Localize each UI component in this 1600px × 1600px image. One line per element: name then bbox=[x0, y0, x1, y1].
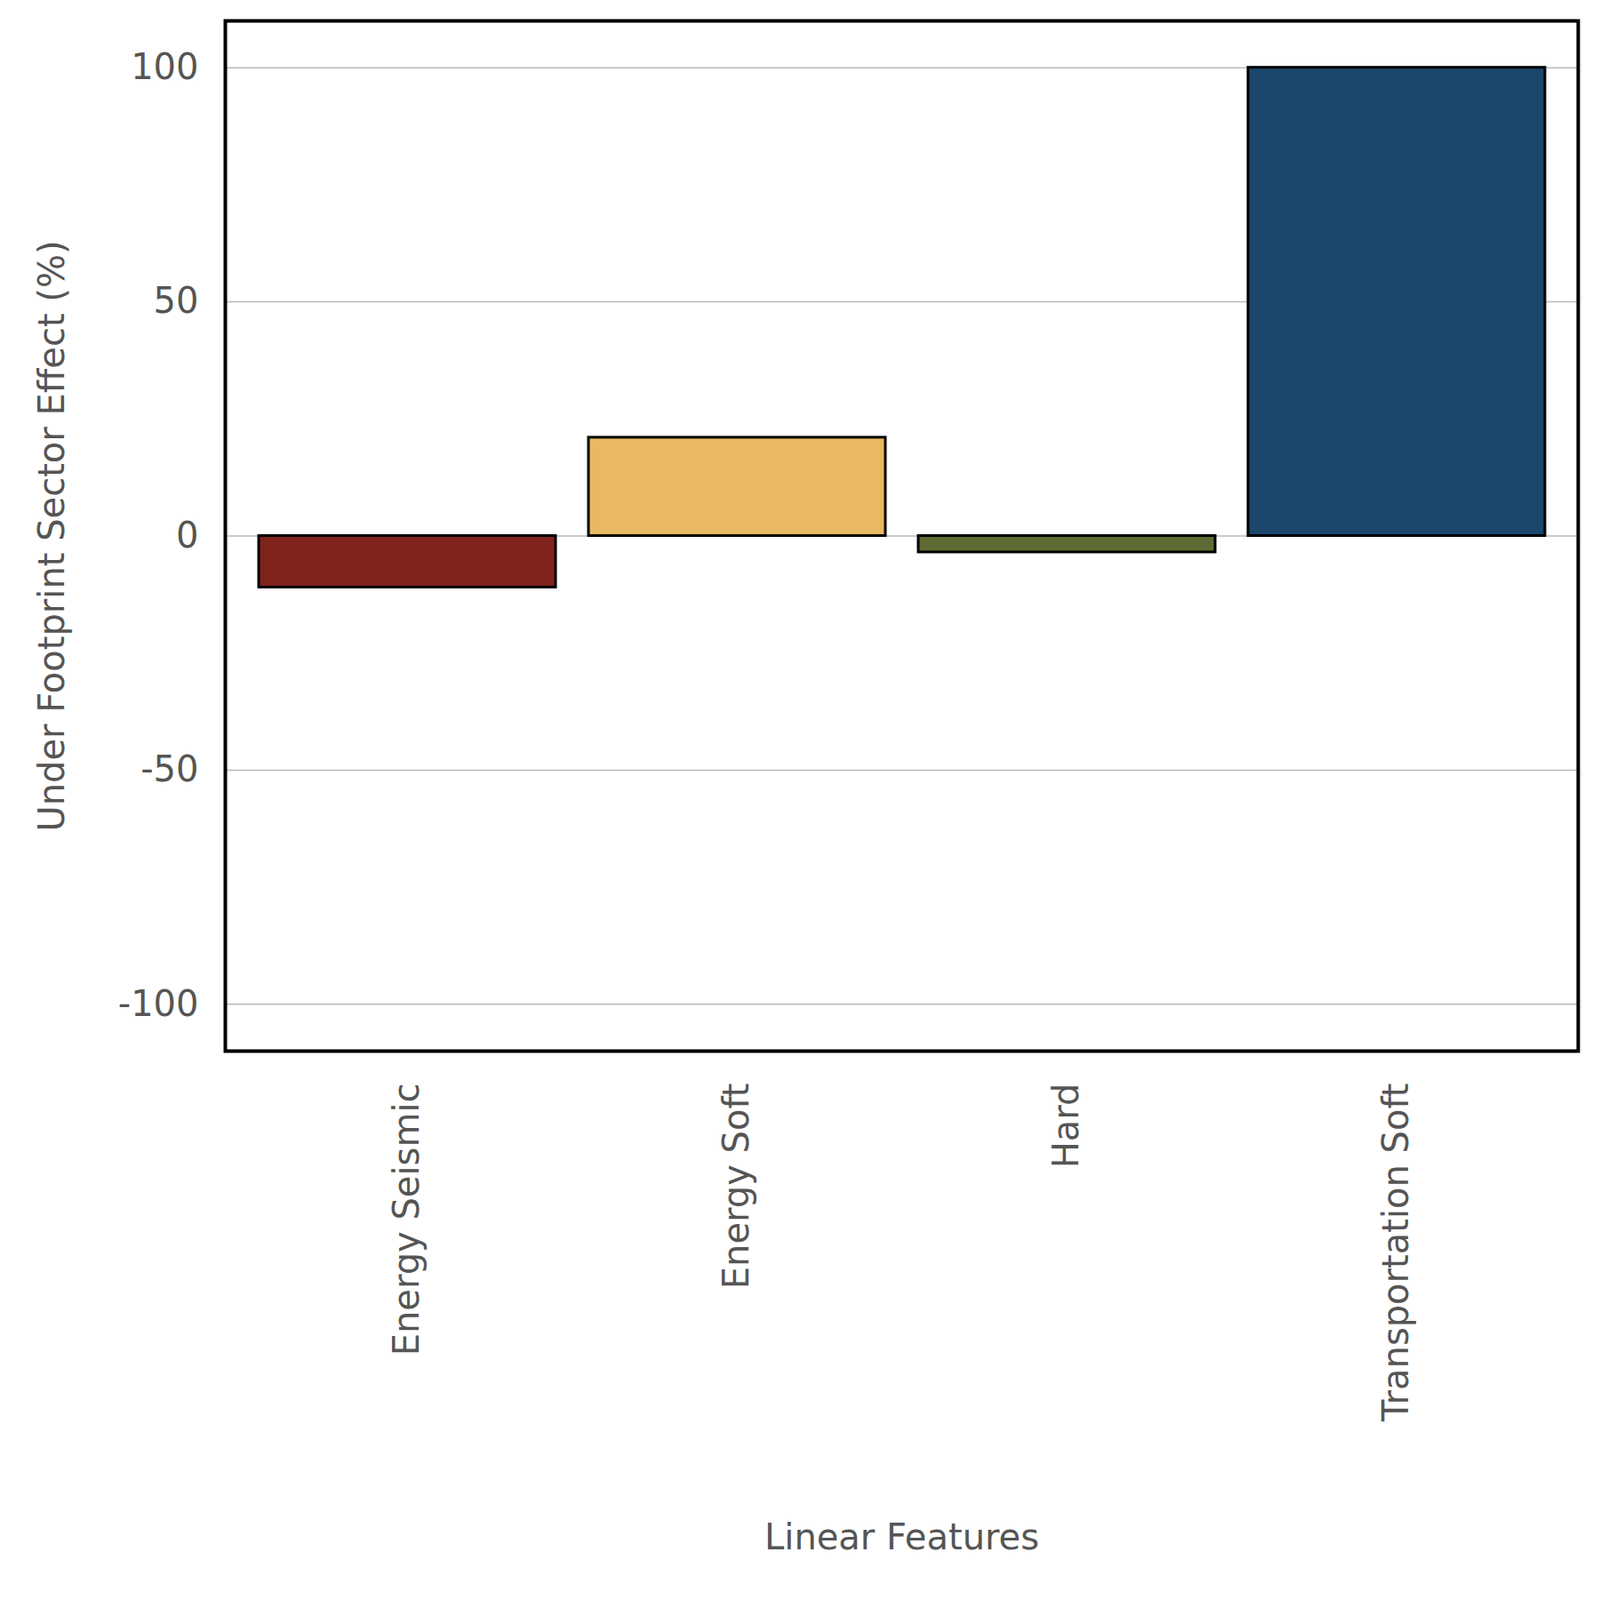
svg-text:50: 50 bbox=[153, 280, 200, 321]
svg-text:-100: -100 bbox=[118, 983, 200, 1024]
svg-text:Energy Soft: Energy Soft bbox=[715, 1083, 757, 1290]
svg-text:Hard: Hard bbox=[1045, 1083, 1087, 1169]
svg-text:Under Footprint Sector Effect: Under Footprint Sector Effect (%) bbox=[31, 240, 72, 832]
svg-text:0: 0 bbox=[176, 514, 199, 556]
svg-text:Linear Features: Linear Features bbox=[764, 1516, 1040, 1558]
svg-text:-50: -50 bbox=[140, 748, 199, 790]
svg-text:100: 100 bbox=[130, 46, 199, 88]
svg-text:Transportation Soft: Transportation Soft bbox=[1375, 1083, 1416, 1423]
svg-text:Energy Seismic: Energy Seismic bbox=[385, 1083, 427, 1357]
